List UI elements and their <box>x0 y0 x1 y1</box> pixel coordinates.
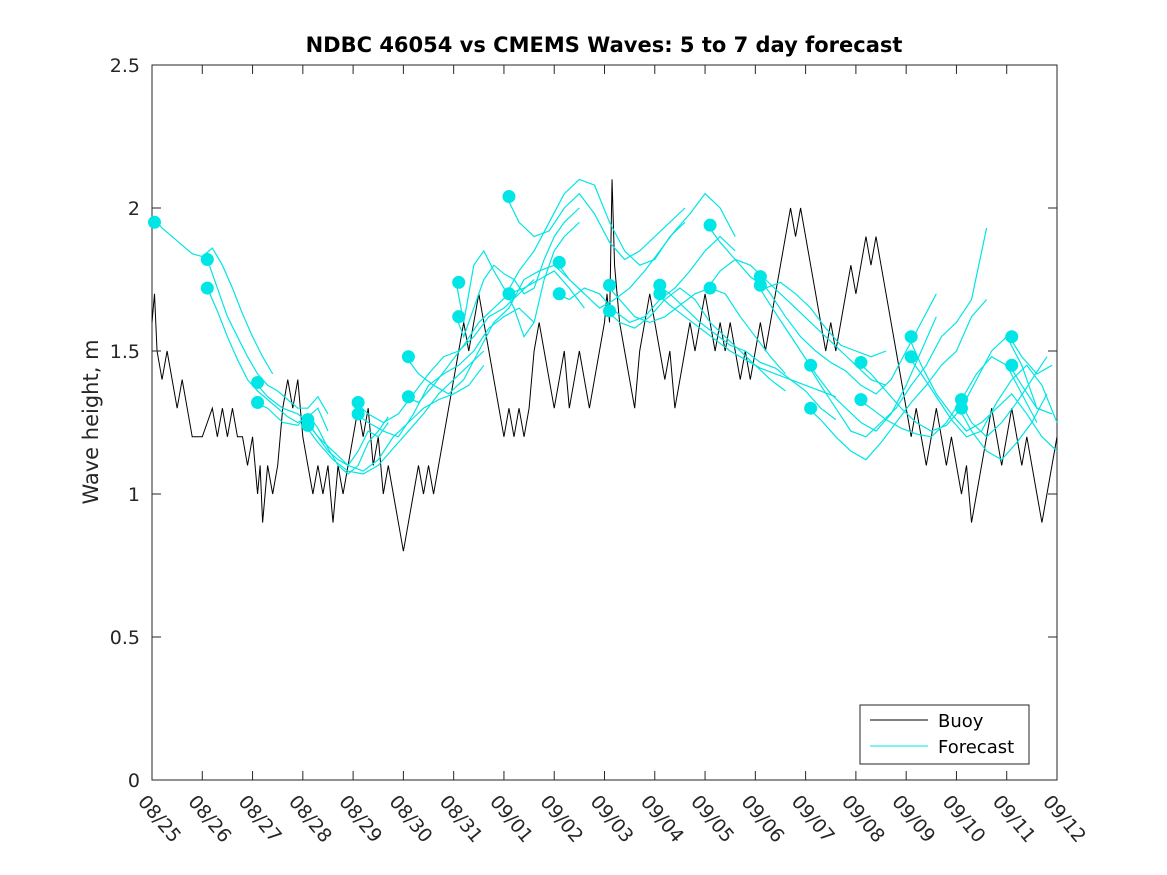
forecast-marker-26 <box>804 358 818 372</box>
legend: Buoy Forecast <box>859 704 1030 765</box>
forecast-marker-7 <box>301 418 315 432</box>
forecast-series-line-7 <box>304 350 485 475</box>
forecast-series-line-6 <box>304 364 485 472</box>
y-axis-label: Wave height, m <box>79 339 103 504</box>
y-tick-label-1: 0.5 <box>110 627 140 649</box>
y-tick-label-3: 1.5 <box>110 341 140 363</box>
forecast-series-line-21 <box>656 293 837 421</box>
y-axis: 0 0.5 1 1.5 2 2.5 <box>110 55 1057 792</box>
forecast-marker-17 <box>552 287 566 301</box>
y-tick-label-2: 1 <box>128 484 140 506</box>
forecast-series-line-35 <box>1008 364 1053 415</box>
legend-box <box>859 704 1030 765</box>
forecast-marker-5 <box>251 395 265 409</box>
forecast-series-line-24 <box>757 276 937 395</box>
forecast-marker-33 <box>954 401 968 415</box>
forecast-marker-28 <box>854 355 868 369</box>
forecast-markers-layer <box>148 190 1019 432</box>
forecast-marker-19 <box>603 304 617 318</box>
forecast-series-line-5 <box>254 401 389 475</box>
plot-area <box>148 64 1058 781</box>
forecast-series-line-12 <box>455 221 580 338</box>
forecast-marker-31 <box>904 350 918 364</box>
forecast-series-line-14 <box>505 192 686 261</box>
forecast-marker-1 <box>148 215 162 229</box>
forecast-marker-4 <box>251 375 265 389</box>
forecast-marker-30 <box>904 330 918 344</box>
forecast-marker-9 <box>351 407 365 421</box>
forecast-marker-3 <box>200 281 214 295</box>
forecast-series-line-4 <box>254 382 389 467</box>
y-tick-label-5: 2.5 <box>110 55 140 77</box>
forecast-series-line-2 <box>206 259 329 415</box>
forecast-series-line-31 <box>908 356 1058 438</box>
forecast-series-line-32 <box>958 356 1048 438</box>
legend-forecast-label: Forecast <box>938 737 1014 758</box>
forecast-marker-25 <box>753 278 767 292</box>
forecast-series-line-26 <box>807 227 988 438</box>
forecast-series-line-8 <box>355 279 535 424</box>
forecast-marker-27 <box>804 401 818 415</box>
forecast-series-line-25 <box>757 284 937 432</box>
forecast-marker-22 <box>703 218 717 232</box>
forecast-marker-23 <box>703 281 717 295</box>
forecast-marker-14 <box>502 190 516 204</box>
forecast-marker-34 <box>1005 330 1019 344</box>
forecast-series-line-15 <box>505 178 686 295</box>
plot-frame <box>151 64 1058 781</box>
forecast-series-line-16 <box>556 192 736 309</box>
forecast-series-line-9 <box>355 307 535 438</box>
forecast-marker-21 <box>653 287 667 301</box>
forecast-series-line-1 <box>151 216 274 375</box>
forecast-series-line-20 <box>656 284 836 398</box>
forecast-marker-29 <box>854 393 868 407</box>
y-tick-label-0: 0 <box>128 770 140 792</box>
forecast-marker-18 <box>603 278 617 292</box>
forecast-marker-15 <box>502 287 516 301</box>
y-tick-label-4: 2 <box>128 198 140 220</box>
forecast-series-line-27 <box>807 299 988 461</box>
forecast-marker-12 <box>452 275 466 289</box>
forecast-series-line-18 <box>606 284 786 375</box>
forecast-series-line-11 <box>405 270 585 404</box>
forecast-marker-13 <box>452 310 466 324</box>
chart-title: NDBC 46054 vs CMEMS Waves: 5 to 7 day fo… <box>306 33 903 57</box>
forecast-series-line-17 <box>556 235 736 324</box>
forecast-marker-16 <box>552 255 566 269</box>
forecast-series-line-33 <box>958 393 1048 461</box>
forecast-series-line-34 <box>1008 336 1053 375</box>
forecast-marker-11 <box>401 390 415 404</box>
forecast-marker-35 <box>1005 358 1019 372</box>
forecast-marker-10 <box>401 350 415 364</box>
legend-buoy-label: Buoy <box>938 711 984 732</box>
forecast-marker-8 <box>351 395 365 409</box>
forecast-marker-2 <box>200 252 214 266</box>
